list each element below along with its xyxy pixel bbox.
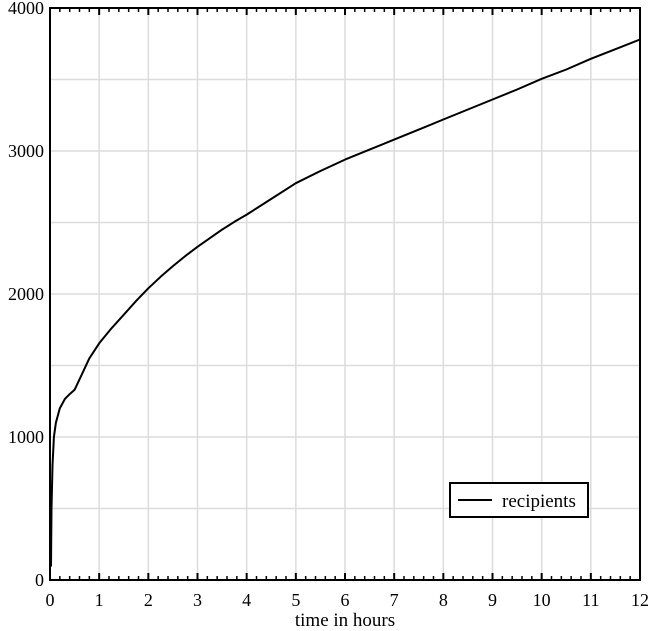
y-tick-label: 1000 <box>8 427 44 447</box>
x-axis-title: time in hours <box>295 610 395 631</box>
x-tick-label: 5 <box>291 590 300 610</box>
y-tick-label: 3000 <box>8 141 44 161</box>
x-tick-label: 3 <box>193 590 202 610</box>
recipients-curve <box>50 38 641 567</box>
x-tick-label: 6 <box>341 590 350 610</box>
series-recipients <box>50 38 641 567</box>
x-tick-label: 1 <box>95 590 104 610</box>
legend: recipients <box>449 482 589 518</box>
x-tick-label: 11 <box>582 590 599 610</box>
x-tick-label: 2 <box>144 590 153 610</box>
x-tick-label: 9 <box>488 590 497 610</box>
grid <box>50 8 640 580</box>
x-tick-label: 7 <box>390 590 399 610</box>
plot-border <box>49 7 641 581</box>
y-tick-label: 4000 <box>8 0 44 18</box>
x-tick-label: 0 <box>46 590 55 610</box>
legend-box <box>449 482 589 518</box>
x-tick-label: 4 <box>242 590 251 610</box>
x-tick-label: 12 <box>631 590 649 610</box>
legend-label: recipients <box>502 491 576 512</box>
plot-border-box <box>49 7 641 581</box>
x-tick-label: 10 <box>533 590 551 610</box>
x-tick-label: 8 <box>439 590 448 610</box>
y-tick-label: 2000 <box>8 284 44 304</box>
y-tick-label: 0 <box>35 570 44 590</box>
